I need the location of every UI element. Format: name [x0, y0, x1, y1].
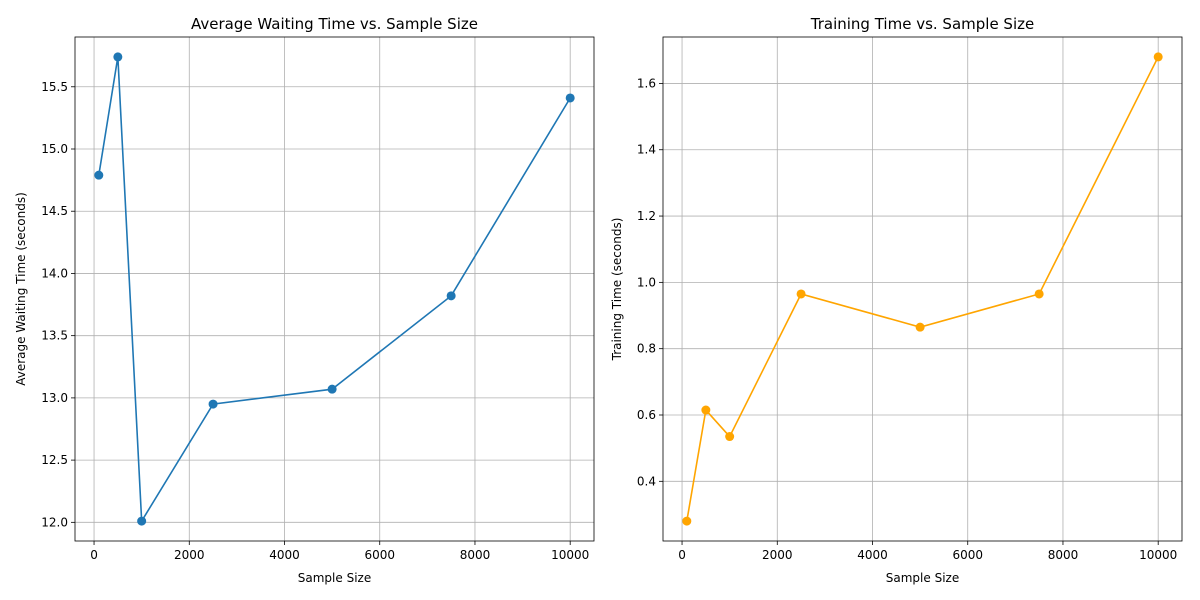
- grid: [663, 37, 1182, 541]
- data-point: [94, 170, 104, 180]
- x-tick-label: 8000: [460, 548, 491, 562]
- y-axis-label: Average Waiting Time (seconds): [14, 192, 28, 386]
- x-axis-label: Sample Size: [886, 571, 959, 585]
- data-point: [915, 322, 925, 332]
- data-point: [725, 432, 735, 442]
- series: [94, 52, 575, 526]
- series: [682, 52, 1163, 526]
- data-point: [796, 289, 806, 299]
- data-point: [208, 399, 218, 409]
- y-tick-label: 12.0: [41, 515, 68, 529]
- data-point: [446, 291, 456, 301]
- ticks: 0 2000 4000 6000 8000 10000 0.4 0.6 0.8 1.0 1.2 1.4…: [637, 76, 1177, 562]
- x-tick-label: 8000: [1048, 548, 1079, 562]
- x-tick-label: 2000: [174, 548, 205, 562]
- chart-title: Average Waiting Time vs. Sample Size: [191, 15, 478, 33]
- y-tick-label: 15.5: [41, 80, 68, 94]
- x-tick-label: 4000: [269, 548, 300, 562]
- y-tick-label: 0.6: [637, 408, 656, 422]
- x-tick-label: 0: [90, 548, 98, 562]
- ticks: 0 2000 4000 6000 8000 10000 12.0 12.5 13.0 13.5 14…: [41, 80, 589, 562]
- y-tick-label: 0.8: [637, 342, 656, 356]
- chart-average-waiting-time: Average Waiting Time vs. Sample Size 0 20…: [14, 15, 595, 585]
- x-tick-label: 10000: [551, 548, 589, 562]
- grid: [75, 37, 594, 541]
- data-point: [327, 384, 337, 394]
- data-point: [1153, 52, 1163, 62]
- y-tick-label: 0.4: [637, 474, 656, 488]
- y-tick-label: 13.5: [41, 329, 68, 343]
- y-tick-label: 1.6: [637, 76, 656, 90]
- data-point: [701, 405, 711, 415]
- data-point: [113, 52, 123, 62]
- y-tick-label: 13.0: [41, 391, 68, 405]
- y-tick-label: 15.0: [41, 142, 68, 156]
- x-axis-label: Sample Size: [298, 571, 371, 585]
- y-tick-label: 1.2: [637, 209, 656, 223]
- y-tick-label: 1.0: [637, 275, 656, 289]
- x-tick-label: 4000: [857, 548, 888, 562]
- data-point: [1034, 289, 1044, 299]
- data-point: [565, 93, 575, 103]
- x-tick-label: 6000: [952, 548, 983, 562]
- data-point: [137, 516, 147, 526]
- axes-frame: [74, 36, 595, 542]
- y-tick-label: 14.5: [41, 204, 68, 218]
- y-axis-label: Training Time (seconds): [610, 218, 624, 362]
- axes-frame: [662, 36, 1183, 542]
- chart-training-time: Training Time vs. Sample Size 0 2000 4000 6…: [610, 15, 1183, 585]
- y-tick-label: 1.4: [637, 143, 656, 157]
- data-point: [682, 516, 692, 526]
- y-tick-label: 12.5: [41, 453, 68, 467]
- chart-title: Training Time vs. Sample Size: [810, 15, 1034, 33]
- x-tick-label: 6000: [364, 548, 395, 562]
- y-tick-label: 14.0: [41, 266, 68, 280]
- x-tick-label: 2000: [762, 548, 793, 562]
- x-tick-label: 10000: [1139, 548, 1177, 562]
- x-tick-label: 0: [678, 548, 686, 562]
